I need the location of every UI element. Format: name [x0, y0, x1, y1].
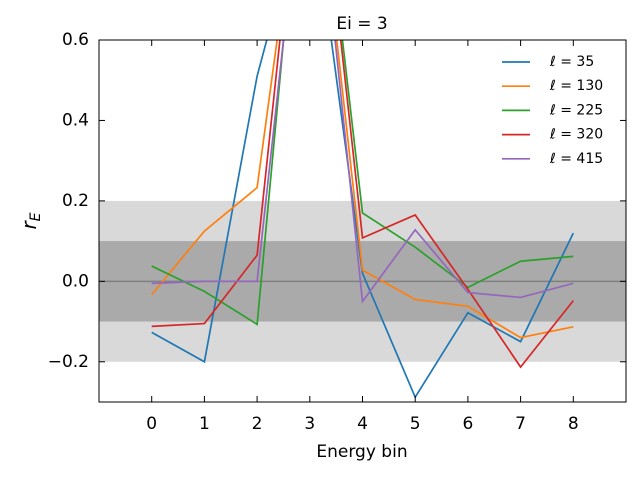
y-axis-label: rE: [17, 212, 45, 229]
y-tick-label: 0.2: [62, 191, 89, 211]
x-tick-label: 6: [462, 414, 473, 434]
series-line: [151, 40, 574, 304]
x-axis-label: Energy bin: [316, 442, 407, 462]
y-label-sub: E: [28, 212, 44, 221]
y-tick-label: −0.2: [48, 352, 89, 372]
chart-title: Ei = 3: [336, 14, 387, 34]
axes: −0.2 0.0 0.2 0.4 0.6 0 1 2 3 4 5 6 7 8: [48, 30, 626, 434]
x-tick-label: 2: [252, 414, 263, 434]
x-tick-label: 4: [357, 414, 368, 434]
x-tick-label: 7: [515, 414, 526, 434]
y-tick-label: 0.4: [62, 110, 89, 130]
x-tick-label: 3: [304, 414, 315, 434]
legend-label: ℓ = 415: [549, 151, 603, 167]
y-tick-label: 0.0: [62, 271, 89, 291]
series-line: [151, 40, 574, 326]
x-tick-label: 8: [568, 414, 579, 434]
legend: ℓ = 35 ℓ = 130 ℓ = 225 ℓ = 320 ℓ = 415: [502, 54, 603, 167]
x-tick-label: 0: [146, 414, 157, 434]
series-line: [151, 40, 574, 339]
legend-label: ℓ = 130: [549, 78, 603, 94]
y-label-base: r: [17, 220, 41, 230]
series-line: [151, 40, 575, 400]
series-line: [151, 40, 574, 369]
y-tick-label: 0.6: [62, 30, 89, 50]
legend-label: ℓ = 35: [549, 54, 594, 70]
x-tick-label: 1: [199, 414, 210, 434]
legend-label: ℓ = 320: [549, 127, 603, 143]
x-tick-label: 5: [410, 414, 421, 434]
plot-background: [99, 200, 626, 362]
legend-label: ℓ = 225: [549, 102, 603, 118]
plot-area: [151, 40, 575, 400]
